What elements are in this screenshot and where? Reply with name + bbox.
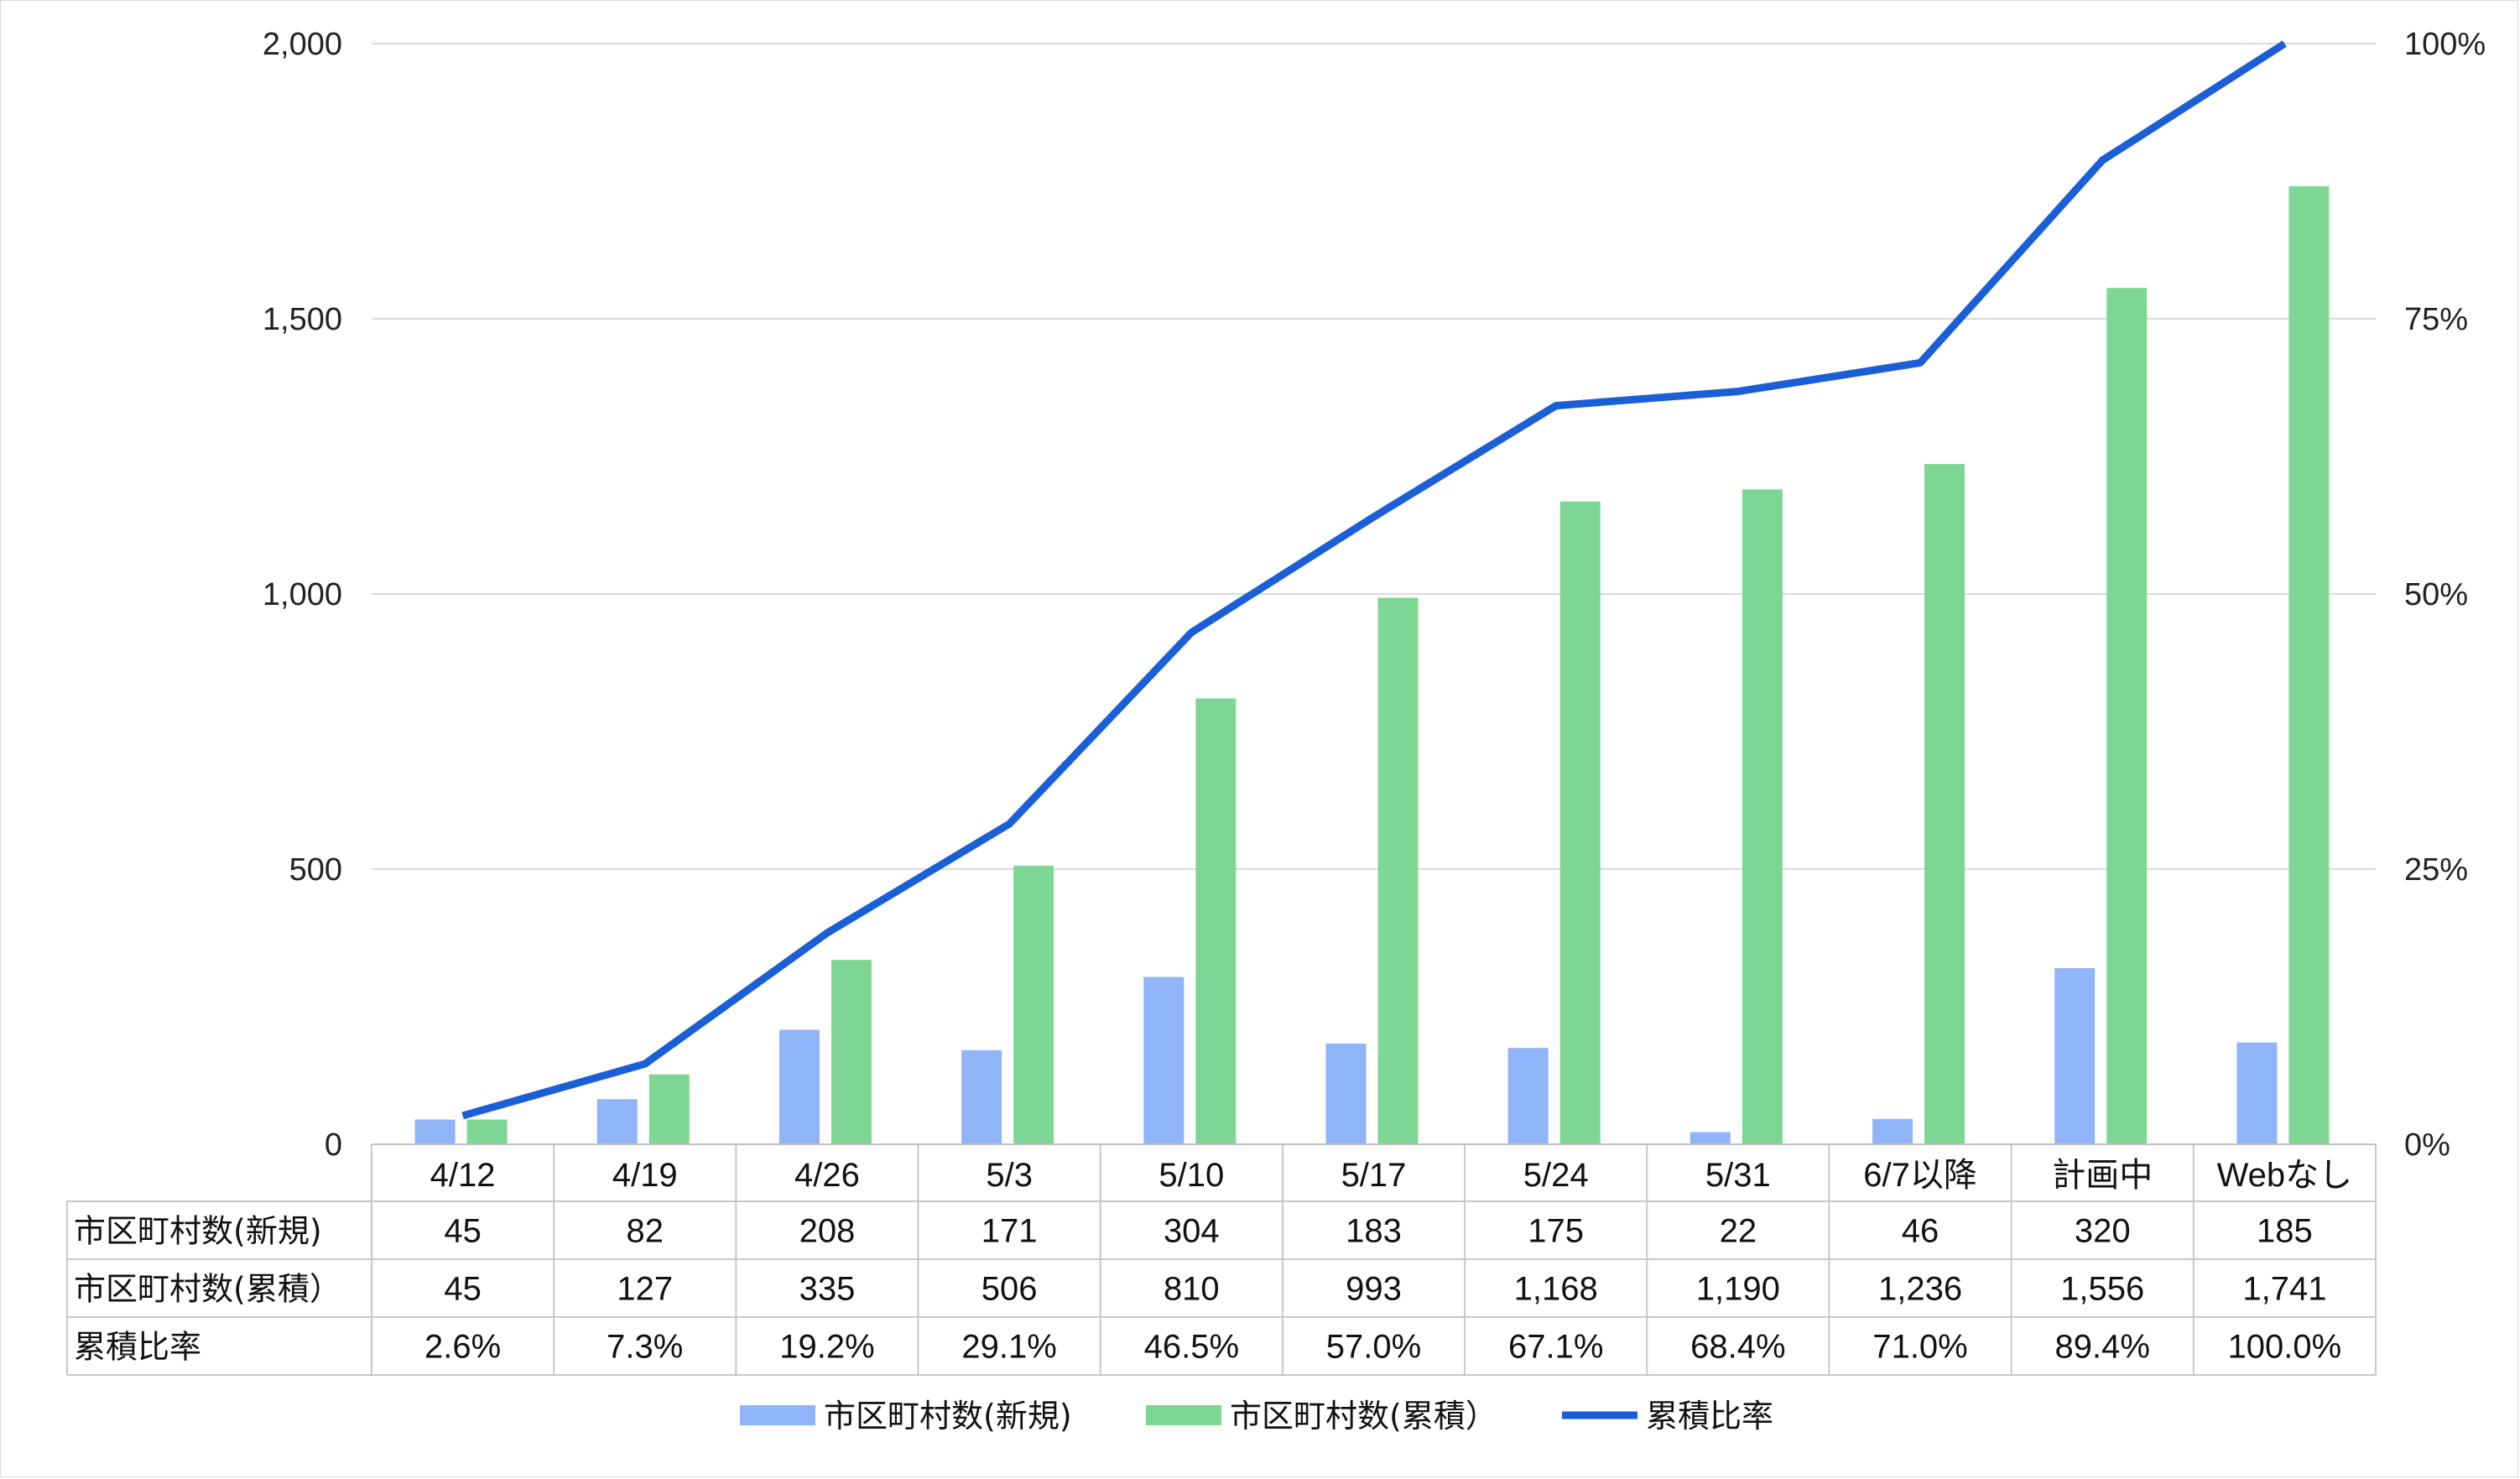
- table-cell-value: 1,236: [1878, 1271, 1962, 1308]
- table-cell-value: 2.6%: [424, 1329, 501, 1366]
- bar-cumulative: [2106, 288, 2148, 1144]
- x-category-label: 5/17: [1341, 1157, 1407, 1194]
- legend-swatch: [1146, 1405, 1221, 1425]
- x-category-label: 5/31: [1705, 1157, 1771, 1194]
- bar-cumulative: [1195, 698, 1237, 1144]
- x-category-label: 4/19: [612, 1157, 678, 1194]
- bar-cumulative: [2288, 185, 2330, 1144]
- table-row-header: 市区町村数(累積）: [74, 1271, 341, 1308]
- y-left-tick-label: 0: [325, 1127, 342, 1163]
- table-cell-value: 89.4%: [2055, 1329, 2150, 1366]
- bar-new: [1143, 976, 1185, 1144]
- bar-cumulative: [1742, 489, 1783, 1144]
- table-cell-value: 1,741: [2242, 1271, 2326, 1308]
- bar-new: [778, 1029, 820, 1144]
- table-cell-value: 71.0%: [1872, 1329, 1967, 1366]
- x-category-label: 計画中: [2052, 1157, 2153, 1194]
- table-cell-value: 29.1%: [961, 1329, 1056, 1366]
- bar-cumulative: [1924, 464, 1965, 1144]
- table-cell-value: 183: [1346, 1213, 1402, 1250]
- table-cell-value: 19.2%: [779, 1329, 874, 1366]
- table-cell-value: 185: [2257, 1213, 2313, 1250]
- table-cell-value: 7.3%: [607, 1329, 683, 1366]
- y-left-tick-label: 1,500: [263, 302, 342, 337]
- table-cell-value: 304: [1164, 1213, 1220, 1250]
- table-cell-value: 1,190: [1696, 1271, 1780, 1308]
- bar-cumulative: [1377, 597, 1419, 1144]
- y-left-tick-label: 500: [289, 852, 342, 888]
- bar-new: [1325, 1043, 1367, 1144]
- bar-new: [414, 1119, 456, 1144]
- table-cell-value: 335: [799, 1271, 856, 1308]
- table-cell-value: 22: [1720, 1213, 1757, 1250]
- bar-new: [1507, 1048, 1549, 1144]
- y-right-tick-label: 50%: [2404, 577, 2468, 612]
- y-left-tick-label: 2,000: [263, 27, 342, 62]
- y-right-tick-label: 75%: [2404, 302, 2468, 337]
- table-cell-value: 45: [444, 1213, 482, 1250]
- line-cumulative-ratio: [461, 40, 2287, 1120]
- table-cell-value: 82: [627, 1213, 664, 1250]
- table-row-header: 累積比率: [74, 1329, 201, 1366]
- table-row-header: 市区町村数(新規): [74, 1213, 322, 1250]
- legend-label: 市区町村数(新規): [824, 1398, 1072, 1435]
- table-cell-value: 67.1%: [1508, 1329, 1603, 1366]
- table-cell-value: 208: [799, 1213, 856, 1250]
- legend-label: 累積比率: [1646, 1398, 1773, 1435]
- table-cell-value: 46: [1902, 1213, 1939, 1250]
- x-category-label: 4/12: [430, 1157, 496, 1194]
- table-cell-value: 100.0%: [2228, 1329, 2342, 1366]
- bar-new: [961, 1049, 1002, 1144]
- table-cell-value: 68.4%: [1690, 1329, 1785, 1366]
- bar-cumulative: [648, 1074, 690, 1144]
- table-cell-value: 320: [2075, 1213, 2131, 1250]
- table-cell-value: 127: [617, 1271, 673, 1308]
- table-cell-value: 175: [1528, 1213, 1584, 1250]
- table-cell-value: 810: [1164, 1271, 1220, 1308]
- table-cell-value: 57.0%: [1326, 1329, 1421, 1366]
- y-left-tick-label: 1,000: [263, 577, 342, 612]
- table-cell-value: 993: [1346, 1271, 1402, 1308]
- bar-new: [2054, 968, 2096, 1144]
- y-right-tick-label: 100%: [2404, 27, 2486, 62]
- x-category-label: 4/26: [794, 1157, 860, 1194]
- legend-swatch: [740, 1405, 815, 1425]
- y-right-tick-label: 25%: [2404, 852, 2468, 888]
- legend-label: 市区町村数(累積）: [1230, 1398, 1497, 1435]
- table-cell-value: 506: [981, 1271, 1038, 1308]
- x-category-label: Webなし: [2217, 1157, 2353, 1194]
- table-cell-value: 45: [444, 1271, 482, 1308]
- bar-new: [596, 1099, 638, 1144]
- table-cell-value: 171: [981, 1213, 1038, 1250]
- bar-new: [1690, 1132, 1731, 1144]
- bar-new: [1872, 1118, 1913, 1144]
- x-category-label: 5/3: [986, 1157, 1033, 1194]
- table-cell-value: 46.5%: [1144, 1329, 1239, 1366]
- bar-new: [2236, 1042, 2278, 1144]
- y-right-tick-label: 0%: [2404, 1127, 2450, 1163]
- bar-cumulative: [466, 1119, 508, 1144]
- bar-cumulative: [1559, 501, 1601, 1144]
- table-cell-value: 1,168: [1514, 1271, 1598, 1308]
- x-category-label: 6/7以降: [1863, 1157, 1977, 1194]
- bar-cumulative: [830, 960, 872, 1144]
- x-category-label: 5/10: [1158, 1157, 1224, 1194]
- x-category-label: 5/24: [1523, 1157, 1589, 1194]
- bar-cumulative: [1013, 866, 1054, 1144]
- table-cell-value: 1,556: [2060, 1271, 2144, 1308]
